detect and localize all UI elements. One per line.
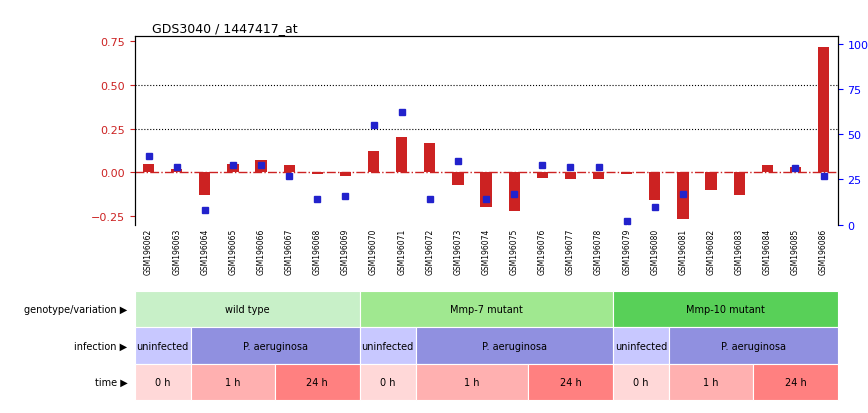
Text: infection ▶: infection ▶ [75,341,128,351]
Text: 24 h: 24 h [560,377,582,387]
Bar [171,169,182,173]
Text: GSM196080: GSM196080 [650,228,660,275]
Text: 24 h: 24 h [306,377,328,387]
Text: GSM196072: GSM196072 [425,228,434,275]
Bar [593,173,604,180]
Text: 1 h: 1 h [225,377,240,387]
Text: GSM196077: GSM196077 [566,228,575,275]
Text: 1 h: 1 h [464,377,480,387]
Text: GSM196066: GSM196066 [257,228,266,275]
Bar [424,143,436,173]
Bar [565,173,576,180]
Text: 1 h: 1 h [703,377,719,387]
Bar [284,166,295,173]
Bar [143,164,155,173]
Bar [368,152,379,173]
Text: GDS3040 / 1447417_at: GDS3040 / 1447417_at [152,22,298,35]
Bar [706,173,717,190]
Bar [790,168,801,173]
Bar [340,173,351,176]
Bar [481,173,491,208]
Text: GSM196067: GSM196067 [285,228,293,275]
Text: GSM196068: GSM196068 [312,228,322,275]
Text: GSM196062: GSM196062 [144,228,153,275]
Bar [452,173,464,185]
Text: GSM196079: GSM196079 [622,228,631,275]
Text: GSM196076: GSM196076 [538,228,547,275]
Bar [621,173,632,175]
Text: P. aeruginosa: P. aeruginosa [720,341,786,351]
Text: uninfected: uninfected [362,341,414,351]
Bar [762,166,773,173]
Bar [312,173,323,175]
Bar [396,138,407,173]
Text: 24 h: 24 h [785,377,806,387]
Bar [200,173,210,195]
Text: GSM196071: GSM196071 [398,228,406,275]
Text: Mmp-7 mutant: Mmp-7 mutant [450,304,523,314]
Bar [818,47,829,173]
Text: P. aeruginosa: P. aeruginosa [482,341,547,351]
Text: GSM196083: GSM196083 [734,228,744,275]
Text: GSM196085: GSM196085 [791,228,800,275]
Text: GSM196084: GSM196084 [763,228,772,275]
Bar [536,173,548,178]
Text: GSM196064: GSM196064 [201,228,209,275]
Text: P. aeruginosa: P. aeruginosa [243,341,307,351]
Text: GSM196069: GSM196069 [341,228,350,275]
Text: 0 h: 0 h [155,377,170,387]
Bar [255,161,266,173]
Text: uninfected: uninfected [615,341,667,351]
Text: GSM196070: GSM196070 [369,228,378,275]
Bar [677,173,688,220]
Bar [227,164,239,173]
Text: genotype/variation ▶: genotype/variation ▶ [24,304,128,314]
Text: Mmp-10 mutant: Mmp-10 mutant [686,304,765,314]
Text: GSM196086: GSM196086 [819,228,828,275]
Bar [649,173,661,201]
Text: GSM196065: GSM196065 [228,228,238,275]
Text: time ▶: time ▶ [95,377,128,387]
Text: uninfected: uninfected [136,341,188,351]
Text: GSM196074: GSM196074 [482,228,490,275]
Text: GSM196081: GSM196081 [679,228,687,274]
Text: GSM196082: GSM196082 [707,228,715,274]
Bar [733,173,745,195]
Text: 0 h: 0 h [633,377,648,387]
Text: GSM196075: GSM196075 [510,228,519,275]
Text: GSM196078: GSM196078 [594,228,603,275]
Text: 0 h: 0 h [380,377,396,387]
Text: GSM196063: GSM196063 [172,228,181,275]
Text: GSM196073: GSM196073 [453,228,463,275]
Bar [509,173,520,211]
Text: wild type: wild type [225,304,269,314]
